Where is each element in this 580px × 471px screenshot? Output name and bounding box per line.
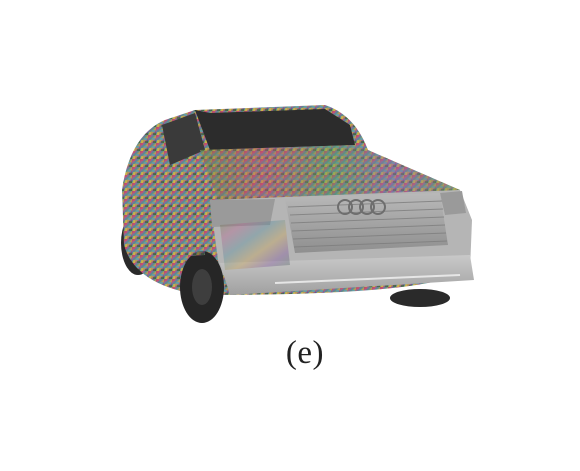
figure-caption: (e) <box>285 335 325 371</box>
car-image <box>121 105 474 323</box>
